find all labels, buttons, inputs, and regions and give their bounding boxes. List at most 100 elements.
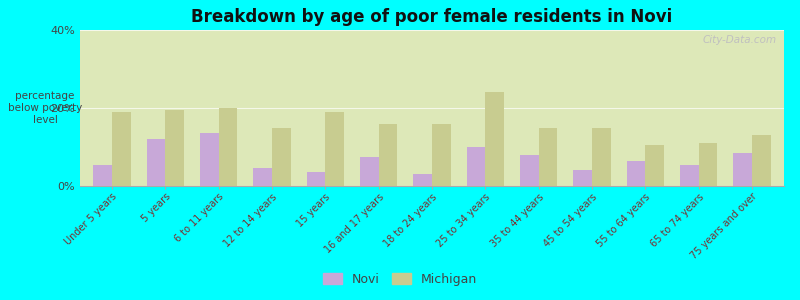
Bar bbox=[80, 30, 784, 32]
Bar bbox=[80, 31, 784, 32]
Bar bbox=[80, 30, 784, 32]
Bar bbox=[80, 31, 784, 32]
Bar bbox=[378, 124, 398, 186]
Bar bbox=[80, 32, 784, 33]
Bar bbox=[80, 31, 784, 33]
Bar bbox=[80, 30, 784, 32]
Bar bbox=[80, 31, 784, 33]
Bar bbox=[146, 139, 166, 186]
Bar bbox=[80, 31, 784, 32]
Bar bbox=[592, 128, 610, 186]
Bar bbox=[80, 31, 784, 33]
Bar bbox=[80, 32, 784, 33]
Bar bbox=[80, 30, 784, 31]
Bar bbox=[80, 31, 784, 32]
Bar bbox=[80, 31, 784, 33]
Bar bbox=[80, 30, 784, 32]
Bar bbox=[80, 31, 784, 33]
Bar bbox=[80, 31, 784, 32]
Bar bbox=[80, 31, 784, 32]
Bar bbox=[254, 168, 272, 186]
Bar bbox=[80, 31, 784, 33]
Bar bbox=[80, 31, 784, 33]
Bar bbox=[432, 124, 450, 186]
Bar bbox=[80, 30, 784, 32]
Bar bbox=[80, 31, 784, 32]
Bar bbox=[80, 32, 784, 33]
Bar bbox=[80, 32, 784, 33]
Bar bbox=[80, 31, 784, 33]
Bar bbox=[80, 31, 784, 32]
Bar bbox=[80, 31, 784, 33]
Bar bbox=[80, 31, 784, 33]
Bar bbox=[80, 31, 784, 32]
Bar bbox=[80, 32, 784, 33]
Bar bbox=[80, 31, 784, 32]
Text: City-Data.com: City-Data.com bbox=[703, 35, 777, 45]
Bar bbox=[80, 31, 784, 32]
Bar bbox=[80, 30, 784, 32]
Bar bbox=[94, 164, 112, 186]
Bar bbox=[80, 31, 784, 33]
Bar bbox=[80, 30, 784, 31]
Bar bbox=[80, 31, 784, 32]
Bar bbox=[80, 31, 784, 32]
Bar bbox=[80, 30, 784, 32]
Bar bbox=[80, 31, 784, 32]
Bar bbox=[80, 30, 784, 32]
Bar bbox=[80, 32, 784, 33]
Bar bbox=[520, 155, 538, 186]
Bar bbox=[80, 31, 784, 33]
Bar bbox=[80, 31, 784, 32]
Bar bbox=[80, 31, 784, 32]
Bar bbox=[414, 174, 432, 186]
Bar bbox=[626, 161, 646, 186]
Bar bbox=[80, 31, 784, 33]
Bar bbox=[80, 30, 784, 32]
Bar bbox=[80, 30, 784, 31]
Bar bbox=[680, 164, 698, 186]
Bar bbox=[80, 31, 784, 33]
Bar bbox=[80, 31, 784, 32]
Bar bbox=[80, 31, 784, 32]
Bar bbox=[80, 30, 784, 32]
Bar bbox=[272, 128, 290, 186]
Bar bbox=[80, 31, 784, 32]
Bar bbox=[200, 133, 218, 186]
Bar bbox=[80, 30, 784, 32]
Bar bbox=[80, 31, 784, 32]
Bar bbox=[80, 32, 784, 33]
Bar bbox=[80, 32, 784, 33]
Bar bbox=[80, 30, 784, 32]
Bar bbox=[80, 31, 784, 32]
Bar bbox=[80, 31, 784, 32]
Bar bbox=[646, 145, 664, 186]
Bar bbox=[734, 153, 752, 186]
Bar bbox=[80, 30, 784, 31]
Bar bbox=[326, 112, 344, 186]
Bar bbox=[80, 31, 784, 32]
Bar bbox=[80, 31, 784, 33]
Bar bbox=[80, 30, 784, 32]
Bar bbox=[80, 31, 784, 32]
Bar bbox=[80, 30, 784, 32]
Bar bbox=[80, 31, 784, 33]
Bar bbox=[80, 31, 784, 32]
Bar bbox=[538, 128, 558, 186]
Bar bbox=[80, 31, 784, 33]
Bar bbox=[218, 108, 238, 186]
Bar bbox=[80, 31, 784, 32]
Bar bbox=[80, 31, 784, 32]
Bar bbox=[80, 31, 784, 32]
Bar bbox=[80, 30, 784, 31]
Bar bbox=[360, 157, 378, 186]
Bar bbox=[112, 112, 130, 186]
Bar bbox=[80, 32, 784, 33]
Bar bbox=[80, 31, 784, 32]
Bar bbox=[80, 32, 784, 33]
Bar bbox=[698, 143, 718, 186]
Bar bbox=[80, 30, 784, 32]
Bar bbox=[80, 32, 784, 33]
Bar bbox=[80, 30, 784, 32]
Bar bbox=[80, 31, 784, 33]
